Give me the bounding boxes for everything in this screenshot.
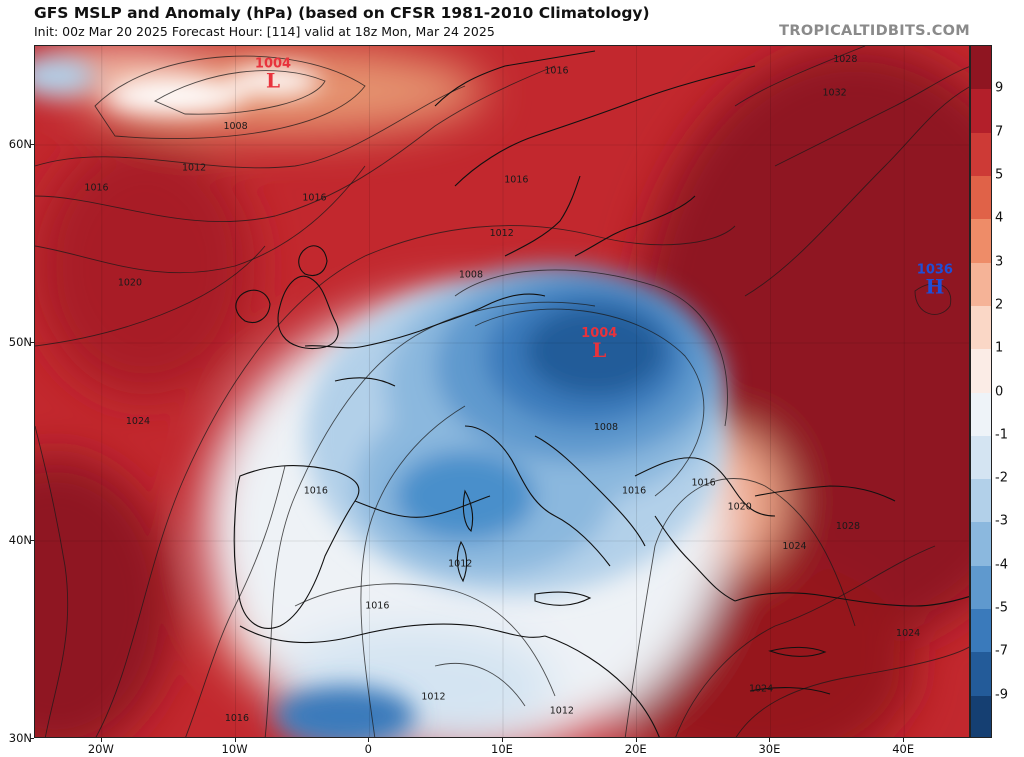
colorbar-label: 2 [995, 297, 1004, 313]
longitude-tick [769, 738, 771, 742]
isobar-label: 1008 [459, 270, 483, 281]
colorbar-segment [971, 652, 991, 697]
latitude-tick [30, 144, 34, 145]
colorbar-label: 9 [995, 80, 1004, 96]
colorbar-label: -1 [995, 427, 1008, 443]
latitude-tick [30, 738, 34, 739]
longitude-label: 0 [364, 742, 372, 756]
isobar-label: 1012 [182, 163, 206, 174]
longitude-tick [234, 738, 236, 742]
isobar-label: 1016 [365, 600, 389, 611]
isobar-label: 1024 [126, 416, 150, 427]
isobar-label: 1016 [302, 192, 326, 203]
low-pressure-marker: L [592, 338, 606, 362]
latitude-label: 30N [8, 731, 32, 745]
longitude-label: 20E [624, 742, 647, 756]
colorbar-segment [971, 435, 991, 480]
longitude-label: 10E [491, 742, 513, 756]
mslp-anomaly-map: 1008 1012 1016 1020 1024 1016 1016 1016 1012 1008… [34, 45, 970, 738]
isobar-lines [35, 46, 969, 737]
colorbar-label: -5 [995, 600, 1008, 616]
isobar-label: 1032 [823, 88, 847, 99]
latitude-tick [30, 342, 34, 343]
longitude-label: 20W [87, 742, 114, 756]
high-pressure-marker: H [925, 275, 944, 299]
anomaly-shading [35, 46, 969, 737]
colorbar-segment [971, 89, 991, 134]
colorbar-segment [971, 46, 991, 90]
longitude-tick [502, 738, 503, 742]
longitude-label: 10W [221, 742, 248, 756]
low-center-value: 1004 [581, 326, 617, 341]
colorbar-segment [971, 262, 991, 307]
longitude-label: 30E [758, 742, 781, 756]
latitude-label: 60N [8, 137, 32, 151]
colorbar-label: -4 [995, 557, 1008, 573]
isobar-label: 1008 [594, 422, 618, 433]
longitude-tick [903, 738, 905, 742]
chart-title: GFS MSLP and Anomaly (hPa) (based on CFS… [34, 4, 650, 22]
colorbar-segment [971, 219, 991, 264]
forecast-info: Init: 00z Mar 20 2025 Forecast Hour: [11… [34, 24, 495, 39]
isobar-label: 1016 [504, 175, 528, 186]
isobar-label: 1012 [490, 228, 514, 239]
latitude-label: 50N [8, 335, 32, 349]
coastlines [233, 50, 969, 737]
isobar-label: 1024 [896, 628, 920, 639]
isobar-label: 1020 [118, 278, 142, 289]
colorbar-segment [971, 565, 991, 610]
colorbar-label: -7 [995, 643, 1008, 659]
low-center-value: 1004 [255, 57, 291, 72]
colorbar-label: -3 [995, 513, 1008, 529]
isobar-label: 1024 [749, 683, 773, 694]
isobar-label: 1028 [833, 54, 857, 65]
colorbar-segment [971, 392, 991, 437]
colorbar-label: 7 [995, 124, 1004, 140]
map-canvas: 1008 1012 1016 1020 1024 1016 1016 1016 1012 1008… [35, 46, 969, 737]
isobar-label: 1028 [836, 521, 860, 532]
site-credit: TROPICALTIDBITS.COM [779, 23, 970, 39]
isobar-label: 1020 [728, 501, 752, 512]
colorbar-segment [971, 695, 991, 737]
longitude-label: 40E [892, 742, 915, 756]
isobar-label: 1016 [691, 478, 715, 489]
colorbar-segment [971, 609, 991, 653]
colorbar-segment [971, 349, 991, 394]
colorbar-segment [971, 522, 991, 567]
isobar-label: 1016 [304, 485, 328, 496]
longitude-tick [100, 738, 102, 742]
isobar-label: 1012 [550, 705, 574, 716]
isobar-label: 1008 [223, 121, 247, 132]
lat-lon-grid [35, 46, 969, 737]
colorbar-label: -9 [995, 687, 1008, 703]
latitude-label: 40N [8, 533, 32, 547]
colorbar-label: 1 [995, 340, 1004, 356]
isobar-label: 1016 [544, 66, 568, 77]
isobar-label: 1016 [225, 713, 249, 724]
longitude-tick [635, 738, 637, 742]
anomaly-colorbar [970, 45, 992, 738]
colorbar-label: 3 [995, 254, 1004, 270]
low-pressure-marker: L [266, 69, 280, 93]
colorbar-segment [971, 175, 991, 220]
latitude-tick [30, 540, 34, 541]
colorbar-label: -2 [995, 470, 1008, 486]
isobar-label: 1024 [782, 541, 806, 552]
longitude-tick [368, 738, 370, 742]
colorbar-label: 0 [995, 384, 1004, 399]
colorbar-segment [971, 305, 991, 350]
isobar-label: 1016 [622, 485, 646, 496]
isobar-label: 1012 [448, 559, 472, 570]
colorbar-segment [971, 132, 991, 177]
colorbar-label: 5 [995, 167, 1004, 183]
isobar-label: 1016 [84, 183, 108, 194]
colorbar-segment [971, 479, 991, 524]
high-center-value: 1036 [917, 263, 953, 278]
isobar-label: 1012 [421, 691, 445, 702]
colorbar-label: 4 [995, 210, 1004, 226]
isobar-value-labels: 1008 1012 1016 1020 1024 1016 1016 1016 1012 1008… [84, 54, 920, 724]
